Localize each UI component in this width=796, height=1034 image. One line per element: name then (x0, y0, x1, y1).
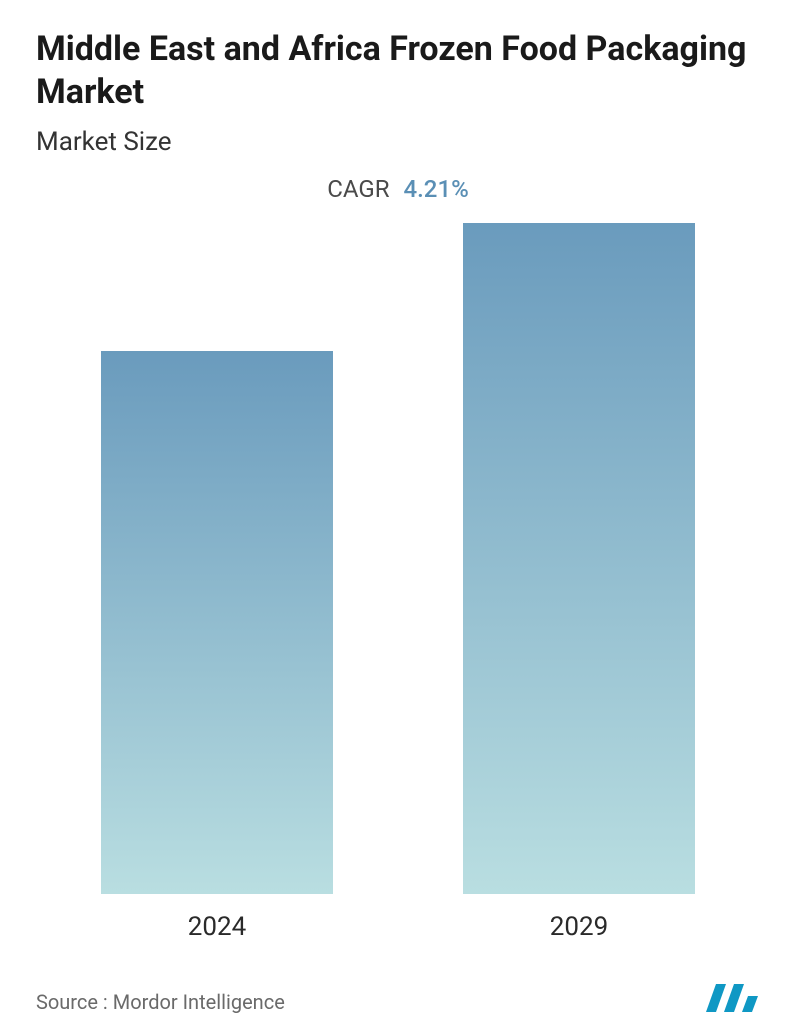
chart-plot-area: 2024 2029 (36, 223, 760, 954)
bar-slot (434, 223, 724, 894)
chart-title: Middle East and Africa Frozen Food Packa… (36, 28, 760, 113)
x-axis-label: 2024 (72, 898, 362, 942)
bar-2024 (101, 351, 333, 895)
x-axis-labels: 2024 2029 (36, 898, 760, 954)
cagr-value: 4.21% (404, 175, 469, 203)
mordor-logo-icon (704, 978, 760, 1014)
cagr-row: CAGR 4.21% (36, 175, 760, 203)
bars-container (36, 223, 760, 894)
chart-subtitle: Market Size (36, 127, 760, 157)
cagr-label: CAGR (327, 175, 389, 203)
x-axis-label: 2029 (434, 898, 724, 942)
chart-card: Middle East and Africa Frozen Food Packa… (0, 0, 796, 1034)
bar-2029 (463, 223, 695, 894)
footer: Source : Mordor Intelligence (36, 964, 760, 1014)
source-text: Source : Mordor Intelligence (36, 990, 285, 1014)
bar-slot (72, 223, 362, 894)
